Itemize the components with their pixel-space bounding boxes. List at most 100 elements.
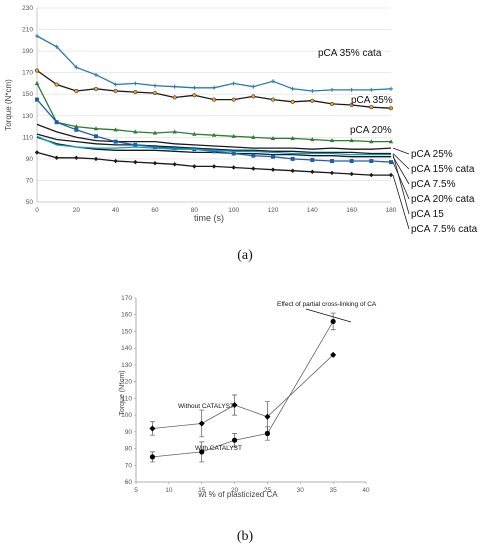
chart-a-point bbox=[35, 34, 39, 39]
chart-a-point bbox=[172, 84, 177, 89]
chart-a-series-pca-25 bbox=[36, 123, 392, 150]
chart-a-point bbox=[310, 137, 315, 142]
chart-a-series-label-pca-15: pCA 15 bbox=[411, 209, 444, 220]
chart-b-series bbox=[149, 312, 337, 463]
chart-b-y-tick-label: 70 bbox=[125, 462, 133, 469]
chart-a-series-line bbox=[36, 123, 392, 150]
chart-a-point bbox=[133, 81, 138, 86]
chart-a-label-leader bbox=[392, 154, 410, 215]
chart-a-point bbox=[212, 149, 216, 154]
chart-a-point bbox=[93, 156, 99, 162]
chart-a-y-tick-label: 90 bbox=[26, 156, 34, 163]
chart-a-point bbox=[271, 79, 275, 84]
chart-a-y-tick-label: 70 bbox=[26, 177, 34, 184]
chart-a-point bbox=[172, 146, 177, 151]
chart-a-series-label-pca-20: pCA 20% bbox=[350, 125, 392, 136]
chart-a-y-tick-label: 110 bbox=[23, 134, 34, 141]
panel-b: 60 70 80 90 100 110 120 130 140 150 160 170 5 10 15 20… bbox=[119, 295, 377, 544]
chart-a-point bbox=[94, 134, 98, 139]
chart-b-y-tick-label: 150 bbox=[121, 328, 132, 335]
chart-a-point bbox=[152, 91, 158, 96]
chart-a-series-pca-15-cata bbox=[36, 133, 391, 155]
chart-b-point bbox=[149, 454, 156, 460]
chart-b-x-tick-label: 25 bbox=[264, 487, 272, 494]
chart-a-series bbox=[34, 34, 394, 178]
chart-a-y-tick-label: 150 bbox=[22, 91, 33, 98]
chart-a-point bbox=[192, 93, 197, 98]
chart-a-point bbox=[369, 87, 374, 92]
chart-b-x-tick-labels: 5 10 15 20 25 30 35 40 bbox=[134, 482, 370, 494]
chart-b-panel-label: (b) bbox=[237, 529, 254, 544]
chart-a-y-axis-title: Torque (N*cm) bbox=[4, 79, 13, 131]
chart-a-point bbox=[388, 106, 394, 111]
chart-a-y-tick-label: 210 bbox=[22, 27, 33, 34]
chart-a-series-pca-35-cata bbox=[35, 34, 393, 93]
chart-a-point bbox=[330, 87, 334, 92]
chart-a-point bbox=[389, 160, 393, 165]
chart-a-point bbox=[211, 132, 217, 137]
chart-a-point bbox=[270, 97, 276, 102]
chart-b-x-tick-label: 20 bbox=[231, 487, 239, 494]
chart-a-series-label-pca-7-5-cata: pCA 7.5% cata bbox=[411, 224, 478, 235]
chart-b-point bbox=[231, 437, 238, 443]
chart-a-x-tick-label: 180 bbox=[386, 207, 397, 214]
chart-a-point bbox=[113, 127, 118, 132]
chart-b-y-tick-label: 100 bbox=[121, 412, 132, 419]
chart-a-y-tick-label: 190 bbox=[22, 48, 33, 55]
chart-a-x-tick-label: 160 bbox=[346, 207, 357, 214]
chart-a-point bbox=[113, 88, 118, 94]
panel-a: 50 70 90 110 130 150 170 190 210 230 0 20 40 60 80 100… bbox=[4, 5, 478, 263]
chart-a-point bbox=[133, 159, 138, 165]
chart-a-series-label-pca-7-5: pCA 7.5% bbox=[411, 179, 456, 190]
chart-a-point bbox=[329, 101, 335, 106]
chart-a-point bbox=[251, 166, 256, 171]
chart-b-x-tick-label: 10 bbox=[165, 487, 173, 494]
chart-a-y-tick-label: 50 bbox=[26, 199, 34, 206]
chart-a-point bbox=[74, 127, 79, 132]
chart-b-series-label-without-catalyst: Without CATALYST bbox=[178, 403, 234, 410]
chart-b-point bbox=[330, 351, 337, 358]
chart-a-point bbox=[74, 155, 79, 161]
chart-a-series-line bbox=[36, 135, 391, 156]
chart-a-point bbox=[74, 88, 79, 94]
chart-a-point bbox=[192, 164, 197, 169]
chart-a-x-tick-label: 140 bbox=[307, 207, 318, 214]
chart-a-point bbox=[270, 167, 276, 172]
chart-b-series-label-with-catalyst: With CATALYST bbox=[195, 445, 242, 452]
chart-a-label-leader bbox=[392, 147, 410, 155]
chart-a-x-tick-label: 20 bbox=[73, 207, 81, 214]
chart-b-y-tick-label: 120 bbox=[121, 379, 132, 386]
chart-b-y-axis-title: Torque (N*cm) bbox=[119, 370, 126, 415]
chart-a-point bbox=[74, 65, 79, 70]
chart-a-series-label-pca-35: pCA 35% bbox=[351, 95, 393, 106]
chart-a-point bbox=[54, 44, 59, 49]
chart-a-point bbox=[231, 81, 236, 86]
chart-a-x-tick-label: 80 bbox=[191, 207, 199, 214]
chart-a-grid bbox=[37, 7, 391, 181]
chart-a-point bbox=[152, 161, 158, 166]
chart-a-series-pca-7-5-cata bbox=[34, 150, 394, 178]
chart-b-x-tick-label: 5 bbox=[134, 487, 138, 494]
chart-a-point bbox=[231, 133, 236, 138]
chart-a-series-label-pca-35-cata: pCA 35% cata bbox=[318, 48, 382, 59]
chart-b-point bbox=[199, 449, 205, 455]
chart-b-x-tick-label: 15 bbox=[198, 487, 206, 494]
chart-a-point bbox=[330, 159, 334, 164]
chart-b-point bbox=[330, 318, 336, 325]
chart-a-point bbox=[133, 90, 138, 95]
chart-b-y-tick-label: 80 bbox=[125, 446, 133, 453]
chart-a-x-tick-label: 40 bbox=[112, 207, 120, 214]
chart-a-point bbox=[349, 138, 354, 143]
chart-a-series-label-pca-25: pCA 25% bbox=[411, 149, 453, 160]
chart-a-point bbox=[329, 170, 335, 176]
chart-b-y-tick-labels: 60 70 80 90 100 110 120 130 140 150 160 170 bbox=[121, 295, 136, 486]
chart-a-x-tick-label: 120 bbox=[268, 207, 279, 214]
chart-b-point bbox=[149, 425, 156, 432]
chart-b-x-tick-label: 40 bbox=[362, 487, 370, 494]
chart-a-point bbox=[211, 97, 217, 102]
chart-a-series-pca-20 bbox=[34, 81, 394, 144]
chart-b-x-tick-label: 30 bbox=[297, 487, 305, 494]
chart-a-point bbox=[388, 139, 394, 144]
chart-a-point bbox=[34, 68, 40, 73]
